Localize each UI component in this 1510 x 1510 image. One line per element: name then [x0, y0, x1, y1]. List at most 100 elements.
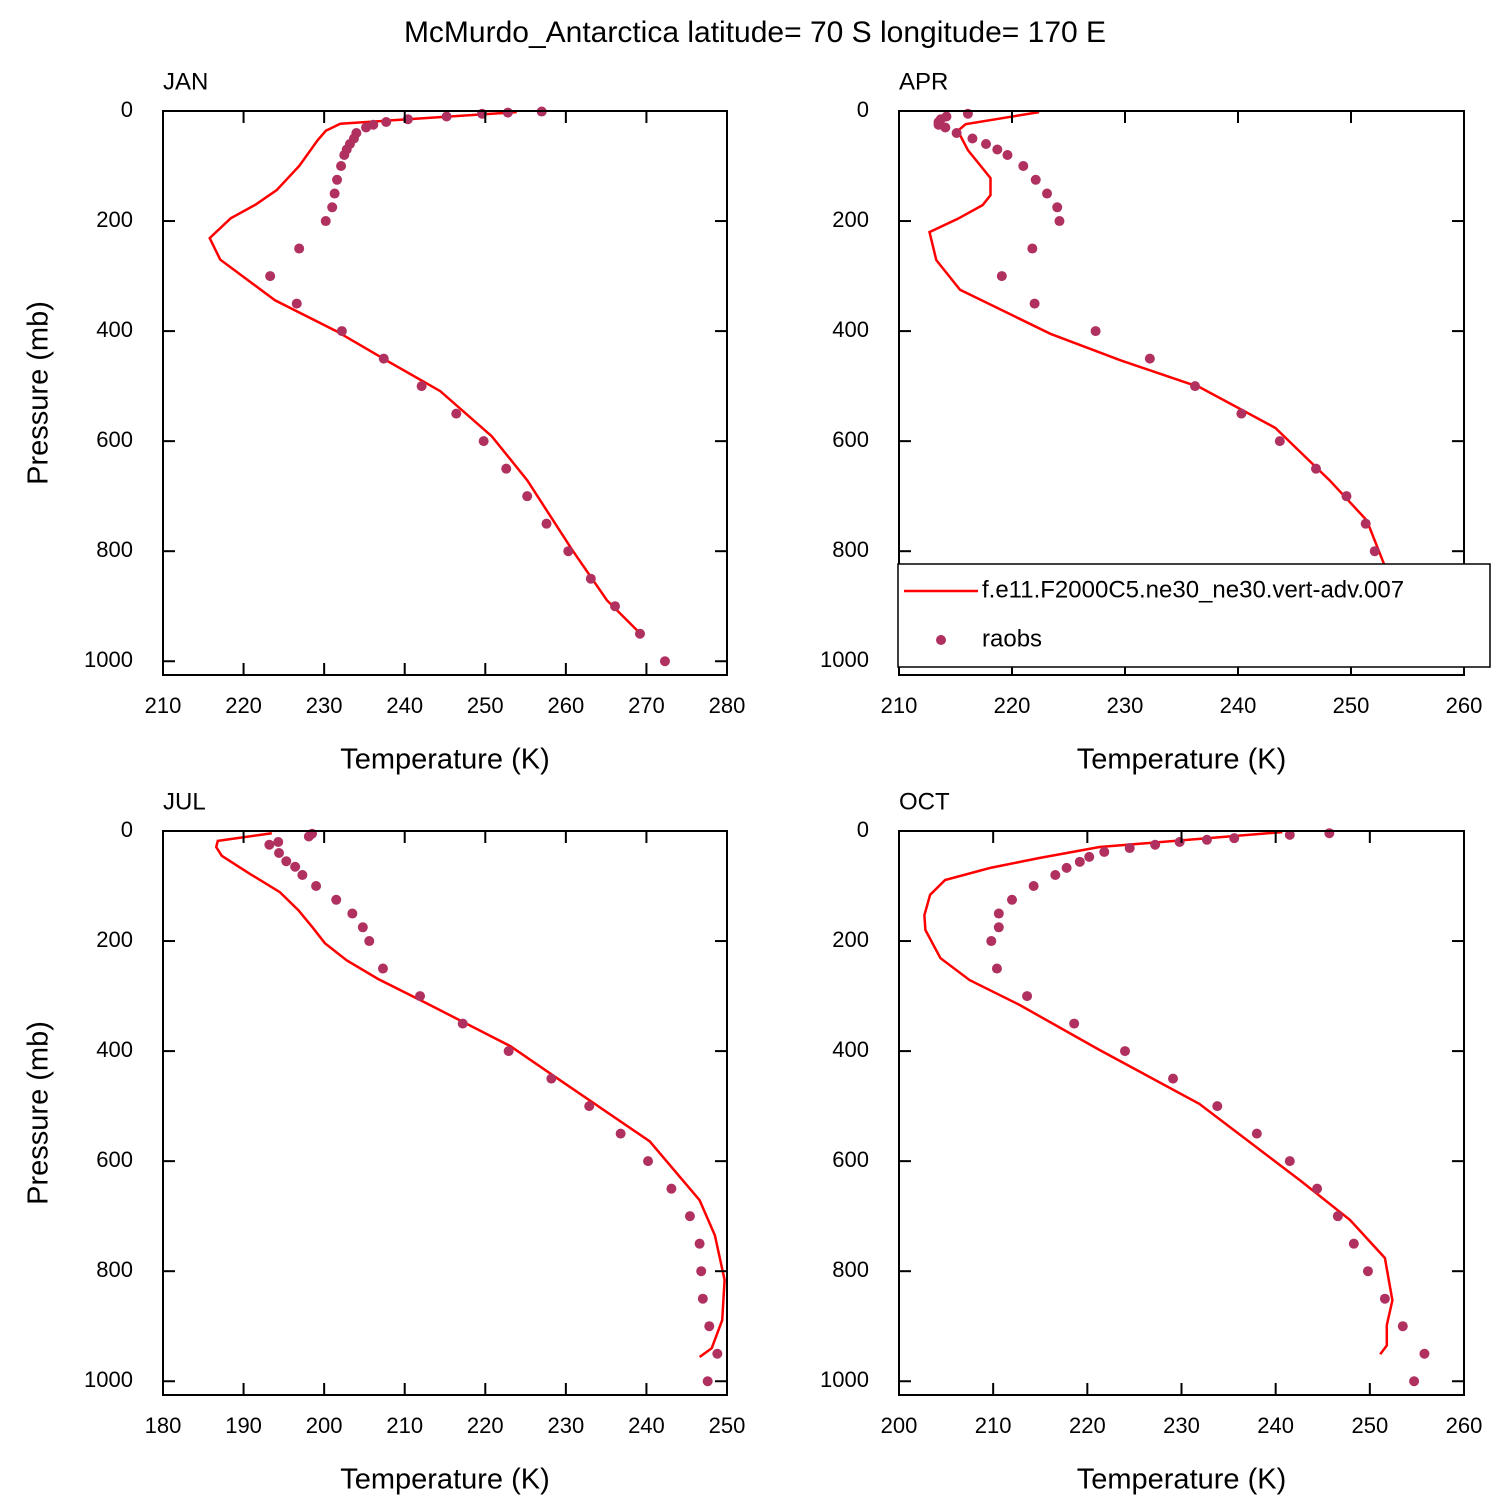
legend-label: raobs: [982, 625, 1042, 652]
profile-line: [208, 110, 641, 635]
obs-point: [478, 436, 489, 447]
obs-point: [364, 936, 375, 947]
figure-title: McMurdo_Antarctica latitude= 70 S longit…: [404, 16, 1106, 49]
x-tick-label: 220: [1069, 1413, 1106, 1438]
obs-point: [1007, 894, 1017, 905]
y-tick-label: 600: [96, 1147, 133, 1172]
obs-point: [415, 991, 426, 1002]
obs-point: [1212, 1101, 1223, 1112]
obs-point: [357, 922, 368, 933]
plot-frame: [162, 110, 728, 676]
panel: 210 220 230 240 250 260 0 200 400 600 800 1000 APR Te…: [820, 68, 1491, 776]
obs-point: [522, 491, 533, 502]
obs-point: [290, 861, 301, 872]
x-tick-label: 250: [467, 693, 504, 718]
obs-point: [1379, 1293, 1390, 1304]
obs-point: [1310, 463, 1321, 474]
y-tick-label: 600: [832, 1147, 869, 1172]
obs-point: [1042, 188, 1053, 199]
obs-point: [541, 518, 552, 529]
x-axis-label: Temperature (K): [340, 1464, 550, 1496]
x-tick-label: 270: [628, 693, 665, 718]
obs-point: [996, 271, 1007, 282]
panel-title: OCT: [899, 788, 950, 815]
obs-point: [297, 870, 308, 881]
x-tick-label: 230: [306, 693, 343, 718]
profile-line: [214, 831, 726, 1359]
panel: 180 190 200 210 220 230 240 250 0 200 400 600 800 100…: [23, 788, 746, 1495]
obs-point: [1124, 843, 1135, 854]
obs-point: [584, 1101, 595, 1112]
y-tick-label: 400: [832, 317, 869, 342]
y-axis-label: Pressure (mb): [23, 301, 55, 485]
obs-point: [327, 202, 338, 213]
x-tick-label: 240: [628, 1413, 665, 1438]
obs-point: [967, 133, 978, 144]
panel: 210 220 230 240 250 260 270 280 0 200 400 600 800 100…: [23, 68, 746, 775]
obs-point: [274, 848, 285, 859]
obs-point: [281, 856, 292, 867]
obs-point: [702, 1376, 713, 1387]
obs-point: [501, 463, 512, 474]
y-tick-label: 1000: [84, 1367, 133, 1392]
obs-point: [1050, 870, 1061, 881]
obs-point: [502, 107, 513, 118]
y-tick-label: 1000: [820, 1367, 869, 1392]
obs-point: [1274, 436, 1285, 447]
obs-point: [1054, 216, 1065, 227]
obs-point: [1074, 856, 1085, 867]
obs-point: [291, 298, 302, 309]
x-tick-label: 210: [975, 1413, 1012, 1438]
x-axis-label: Temperature (K): [1077, 1464, 1287, 1496]
y-tick-label: 600: [832, 427, 869, 452]
x-tick-label: 180: [145, 1413, 182, 1438]
obs-point: [585, 573, 596, 584]
obs-point: [981, 139, 992, 150]
obs-point: [1150, 839, 1161, 850]
obs-point: [1084, 851, 1095, 862]
obs-point: [273, 837, 284, 848]
x-tick-label: 260: [1446, 693, 1483, 718]
y-tick-label: 200: [832, 927, 869, 952]
obs-point: [264, 839, 275, 850]
obs-point: [331, 894, 342, 905]
obs-point: [329, 188, 340, 199]
x-tick-label: 240: [1257, 1413, 1294, 1438]
obs-point: [684, 1211, 695, 1222]
obs-point: [697, 1293, 708, 1304]
x-tick-label: 250: [1351, 1413, 1388, 1438]
obs-point: [347, 908, 358, 919]
obs-point: [991, 963, 1002, 974]
obs-point: [940, 122, 951, 133]
y-tick-label: 400: [96, 317, 133, 342]
obs-point: [336, 326, 347, 337]
y-tick-label: 800: [96, 1257, 133, 1282]
obs-point: [634, 628, 645, 639]
legend-box: [897, 563, 1491, 668]
obs-point: [1201, 834, 1212, 845]
y-tick-label: 600: [96, 427, 133, 452]
y-tick-label: 0: [857, 817, 869, 842]
obs-point: [1360, 518, 1371, 529]
x-tick-label: 240: [386, 693, 423, 718]
x-tick-label: 200: [881, 1413, 918, 1438]
obs-point: [993, 908, 1004, 919]
obs-point: [1030, 174, 1041, 185]
obs-point: [303, 831, 314, 842]
obs-point: [1229, 833, 1240, 844]
x-tick-label: 220: [225, 693, 262, 718]
x-tick-label: 230: [1107, 693, 1144, 718]
y-tick-label: 1000: [84, 647, 133, 672]
obs-point: [1324, 828, 1335, 839]
panel-title: JUL: [163, 788, 206, 815]
obs-point: [377, 963, 388, 974]
obs-point: [563, 546, 574, 557]
obs-point: [503, 1046, 514, 1057]
plot-frame: [162, 830, 728, 1396]
x-tick-label: 220: [467, 1413, 504, 1438]
obs-point: [1027, 243, 1038, 254]
obs-point: [336, 161, 347, 172]
x-tick-label: 210: [881, 693, 918, 718]
obs-point: [696, 1266, 707, 1277]
profile-line: [928, 110, 1403, 639]
